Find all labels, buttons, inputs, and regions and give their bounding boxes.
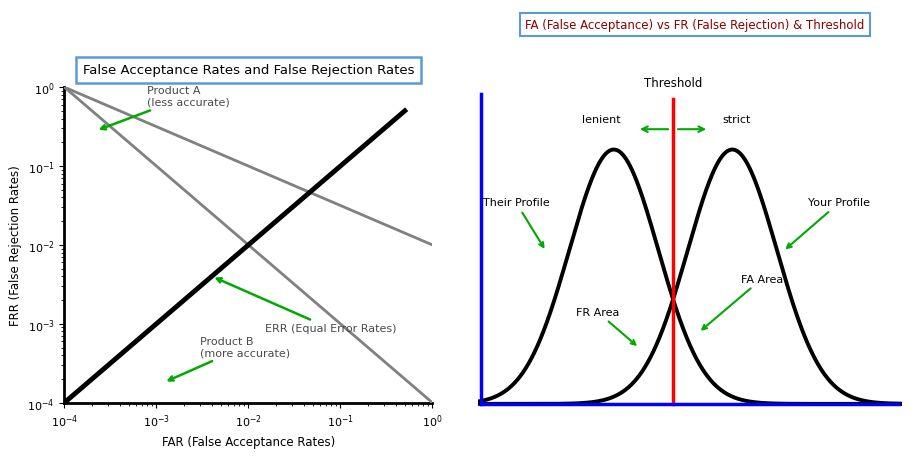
Title: False Acceptance Rates and False Rejection Rates: False Acceptance Rates and False Rejecti… bbox=[83, 64, 414, 77]
Text: Threshold: Threshold bbox=[643, 76, 701, 89]
Text: lenient: lenient bbox=[581, 115, 619, 125]
Text: Your Profile: Your Profile bbox=[786, 198, 869, 249]
X-axis label: FAR (False Acceptance Rates): FAR (False Acceptance Rates) bbox=[162, 435, 335, 448]
Text: Product A
(less accurate): Product A (less accurate) bbox=[101, 86, 230, 130]
Text: Product B
(more accurate): Product B (more accurate) bbox=[168, 336, 290, 381]
Text: ERR (Equal Error Rates): ERR (Equal Error Rates) bbox=[217, 279, 396, 334]
Text: strict: strict bbox=[721, 115, 750, 125]
Y-axis label: FRR (False Rejection Rates): FRR (False Rejection Rates) bbox=[9, 165, 22, 325]
Text: FA (False Acceptance) vs FR (False Rejection) & Threshold: FA (False Acceptance) vs FR (False Rejec… bbox=[525, 19, 863, 32]
Text: FA Area: FA Area bbox=[701, 274, 782, 330]
Text: FR Area: FR Area bbox=[575, 307, 635, 345]
Text: Their Profile: Their Profile bbox=[482, 198, 549, 247]
